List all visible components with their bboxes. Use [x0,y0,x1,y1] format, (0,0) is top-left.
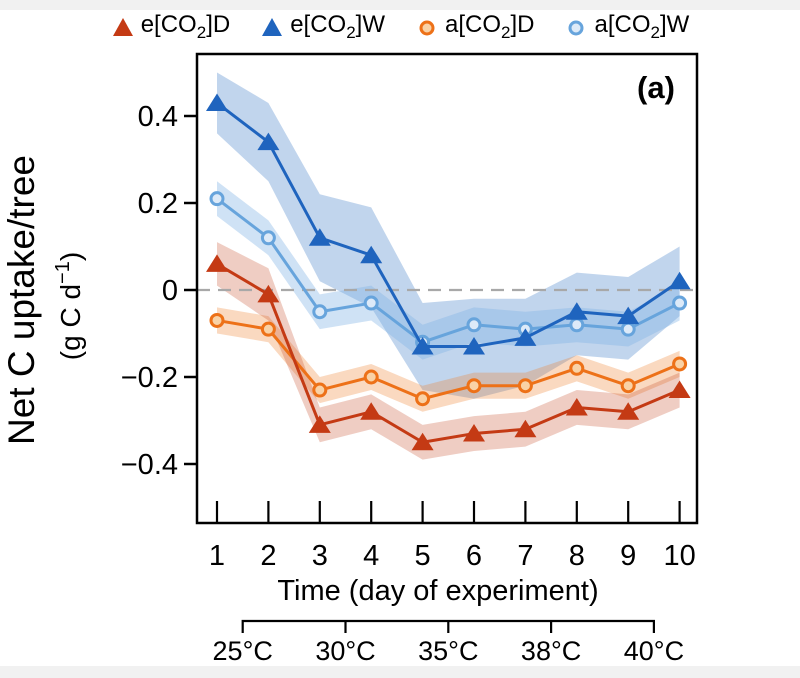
line-e[CO2]D [215,262,682,444]
plot-frame [195,52,699,525]
y-axis-units: (g C d−1) [52,252,86,360]
marker-circle-a[CO2]D [517,378,533,394]
marker-circle-a[CO2]W [260,230,276,246]
temperature-tick-label: 25°C [213,636,273,666]
marker-triangle-e[CO2]W [565,302,588,320]
y-tick-label: 0.2 [138,188,178,220]
legend-item-a[CO2]D: a[CO2]D [415,13,534,41]
marker-circle-a[CO2]W [672,295,688,311]
marker-triangle-e[CO2]D [463,424,485,442]
x-tick-label: 10 [663,540,695,572]
panel-label: (a) [637,70,675,105]
band-e[CO2]D [217,242,680,460]
legend-label: a[CO2]W [594,11,690,42]
temperature-tick-label: 40°C [624,636,684,666]
x-tick-label: 1 [209,540,225,572]
marker-triangle-e[CO2]D [565,397,588,416]
plot-frame-layer [195,52,699,525]
marker-circle-a[CO2]W [312,304,328,320]
marker-triangle-e[CO2]D [514,419,537,438]
marker-circle-a[CO2]D [466,378,482,394]
marker-circle-a[CO2]D [620,378,636,394]
marker-triangle-e[CO2]W [360,245,383,264]
x-tick-label: 2 [260,540,276,572]
y-tick-label: −0.2 [121,362,178,394]
marker-triangle-e[CO2]D [617,402,640,420]
series-layer [206,93,691,451]
line-a[CO2]W [215,197,682,344]
x-tick-label: 8 [569,540,585,572]
series-a[CO2]W [209,191,688,350]
y-axis-title: Net C uptake/tree [1,155,42,445]
x-tick-label: 9 [620,540,636,572]
marker-circle-a[CO2]W [363,295,379,311]
marker-circle-a[CO2]D [312,382,328,398]
marker-circle-a[CO2]W [569,317,585,333]
top-margin-strip [0,0,800,10]
x-tick-label: 6 [466,540,482,572]
band-a[CO2]W [217,181,680,360]
marker-circle-a[CO2]D [209,312,225,328]
chart-legend: e[CO2]D e[CO2]W a[CO2]D a[CO2]W [0,13,800,41]
marker-triangle-e[CO2]D [360,402,383,420]
marker-triangle-e[CO2]D [411,432,434,451]
y-tick-label: −0.4 [121,449,178,481]
legend-item-a[CO2]W: a[CO2]W [564,13,689,41]
marker-triangle-e[CO2]W [514,328,537,346]
marker-triangle-e[CO2]W [617,306,640,325]
legend-circle-icon [568,20,584,36]
marker-triangle-e[CO2]D [257,284,280,303]
axis-layer: 0.4 0.2 0 −0.2 −0.4 1 2 3 4 5 6 7 8 9 10 25°C 30°C 35°C 38… [121,101,696,666]
marker-triangle-e[CO2]W [463,337,485,355]
legend-item-e[CO2]D: e[CO2]D [111,13,230,41]
x-tick-label: 7 [517,540,533,572]
temperature-tick-label: 35°C [418,636,478,666]
marker-triangle-e[CO2]W [257,132,280,151]
legend-label: e[CO2]D [140,11,231,42]
marker-triangle-e[CO2]W [411,337,434,355]
legend-label: e[CO2]W [290,11,385,42]
marker-circle-a[CO2]W [209,191,225,207]
marker-circle-a[CO2]D [672,356,688,372]
marker-triangle-e[CO2]D [668,380,691,399]
marker-circle-a[CO2]W [620,321,636,337]
legend-item-e[CO2]W: e[CO2]W [260,13,385,41]
line-e[CO2]W [215,101,682,349]
marker-circle-a[CO2]D [363,369,379,385]
temperature-tick-label: 38°C [521,636,581,666]
marker-triangle-e[CO2]D [308,415,331,433]
marker-triangle-e[CO2]W [206,93,228,111]
x-axis-title: Time (day of experiment) [277,575,598,607]
series-e[CO2]W [206,93,691,355]
marker-circle-a[CO2]D [260,321,276,337]
x-tick-label: 5 [415,540,431,572]
legend-triangle-icon [262,17,283,36]
marker-triangle-e[CO2]D [206,254,228,272]
legend-circle-icon [419,20,435,36]
marker-circle-a[CO2]D [569,360,585,376]
y-tick-label: 0 [162,275,178,307]
series-e[CO2]D [206,254,691,451]
marker-triangle-e[CO2]W [308,228,331,246]
bottom-margin-strip [0,666,800,678]
marker-circle-a[CO2]W [466,317,482,333]
x-tick-label: 4 [363,540,379,572]
legend-triangle-icon [112,17,133,36]
x-tick-label: 3 [312,540,328,572]
legend-label: a[CO2]D [445,11,535,42]
marker-triangle-e[CO2]W [668,271,691,290]
marker-circle-a[CO2]D [415,391,431,407]
temperature-tick-label: 30°C [315,636,375,666]
y-tick-label: 0.4 [138,101,178,133]
